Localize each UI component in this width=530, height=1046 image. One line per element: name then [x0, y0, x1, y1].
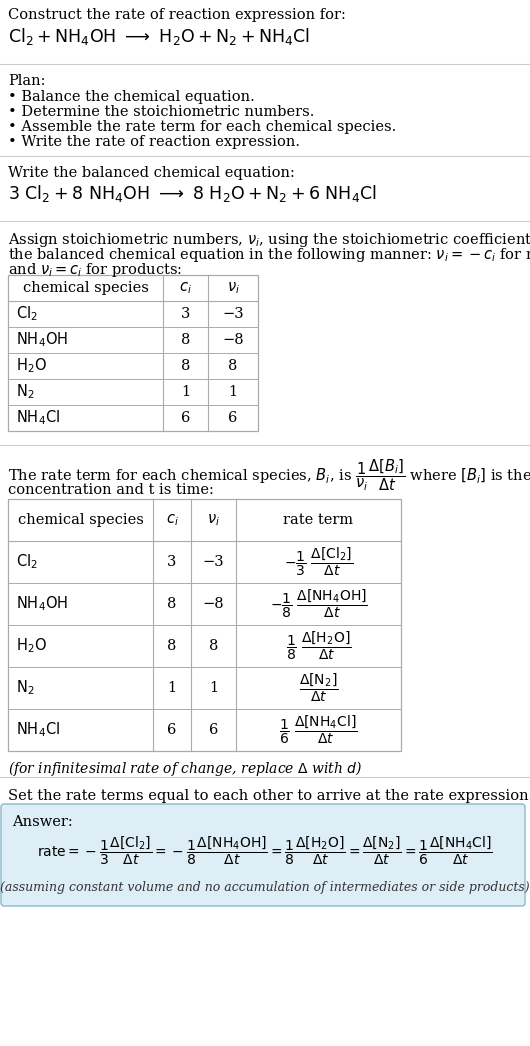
Text: 8: 8: [228, 359, 237, 373]
Text: $c_i$: $c_i$: [165, 513, 179, 528]
Text: Plan:: Plan:: [8, 74, 46, 88]
Text: 3: 3: [167, 555, 176, 569]
Text: $\mathrm{N_2}$: $\mathrm{N_2}$: [16, 679, 34, 698]
Text: $-\dfrac{1}{8}\ \dfrac{\Delta[\mathrm{NH_4OH}]}{\Delta t}$: $-\dfrac{1}{8}\ \dfrac{\Delta[\mathrm{NH…: [270, 588, 367, 620]
Text: rate term: rate term: [284, 513, 354, 527]
Text: concentration and t is time:: concentration and t is time:: [8, 483, 214, 497]
Text: (assuming constant volume and no accumulation of intermediates or side products): (assuming constant volume and no accumul…: [0, 881, 530, 893]
Text: −3: −3: [222, 306, 244, 321]
Text: chemical species: chemical species: [23, 281, 148, 295]
Text: 6: 6: [181, 411, 190, 425]
Text: 1: 1: [228, 385, 237, 399]
Text: the balanced chemical equation in the following manner: $\nu_i = -c_i$ for react: the balanced chemical equation in the fo…: [8, 246, 530, 264]
Text: $\dfrac{1}{6}\ \dfrac{\Delta[\mathrm{NH_4Cl}]}{\Delta t}$: $\dfrac{1}{6}\ \dfrac{\Delta[\mathrm{NH_…: [279, 713, 358, 746]
Text: −8: −8: [202, 597, 224, 611]
FancyBboxPatch shape: [1, 804, 525, 906]
Bar: [8, 499, 401, 751]
Text: $\mathrm{NH_4Cl}$: $\mathrm{NH_4Cl}$: [16, 409, 60, 428]
Text: $\mathrm{NH_4Cl}$: $\mathrm{NH_4Cl}$: [16, 721, 60, 740]
Text: $\mathrm{Cl_2 + NH_4OH\ \longrightarrow\ H_2O + N_2 + NH_4Cl}$: $\mathrm{Cl_2 + NH_4OH\ \longrightarrow\…: [8, 26, 310, 47]
Text: 6: 6: [228, 411, 237, 425]
Text: • Write the rate of reaction expression.: • Write the rate of reaction expression.: [8, 135, 300, 149]
Text: 8: 8: [181, 359, 190, 373]
Text: Write the balanced chemical equation:: Write the balanced chemical equation:: [8, 166, 295, 180]
Text: Assign stoichiometric numbers, $\nu_i$, using the stoichiometric coefficients, $: Assign stoichiometric numbers, $\nu_i$, …: [8, 231, 530, 249]
Text: • Assemble the rate term for each chemical species.: • Assemble the rate term for each chemic…: [8, 120, 396, 134]
Text: $\dfrac{1}{8}\ \dfrac{\Delta[\mathrm{H_2O}]}{\Delta t}$: $\dfrac{1}{8}\ \dfrac{\Delta[\mathrm{H_2…: [286, 630, 351, 662]
Text: The rate term for each chemical species, $B_i$, is $\dfrac{1}{\nu_i}\dfrac{\Delt: The rate term for each chemical species,…: [8, 457, 530, 493]
Text: −8: −8: [222, 333, 244, 347]
Text: $\nu_i$: $\nu_i$: [207, 513, 220, 528]
Text: $\mathrm{NH_4OH}$: $\mathrm{NH_4OH}$: [16, 331, 68, 349]
Text: Set the rate terms equal to each other to arrive at the rate expression:: Set the rate terms equal to each other t…: [8, 789, 530, 803]
Text: 1: 1: [167, 681, 176, 695]
Text: $\mathrm{H_2O}$: $\mathrm{H_2O}$: [16, 637, 47, 656]
Text: 1: 1: [181, 385, 190, 399]
Text: 8: 8: [181, 333, 190, 347]
Text: $c_i$: $c_i$: [179, 280, 192, 296]
Text: chemical species: chemical species: [17, 513, 144, 527]
Text: $\mathrm{Cl_2}$: $\mathrm{Cl_2}$: [16, 304, 38, 323]
Text: $\mathrm{Cl_2}$: $\mathrm{Cl_2}$: [16, 552, 38, 571]
Text: $\mathrm{3\ Cl_2 + 8\ NH_4OH\ \longrightarrow\ 8\ H_2O + N_2 + 6\ NH_4Cl}$: $\mathrm{3\ Cl_2 + 8\ NH_4OH\ \longright…: [8, 183, 377, 204]
Text: and $\nu_i = c_i$ for products:: and $\nu_i = c_i$ for products:: [8, 262, 182, 279]
Text: $\mathrm{NH_4OH}$: $\mathrm{NH_4OH}$: [16, 594, 68, 613]
Text: 8: 8: [209, 639, 218, 653]
Text: Construct the rate of reaction expression for:: Construct the rate of reaction expressio…: [8, 8, 346, 22]
Text: 6: 6: [167, 723, 176, 737]
Text: $\mathrm{rate} = -\dfrac{1}{3}\dfrac{\Delta[\mathrm{Cl_2}]}{\Delta t}= -\dfrac{1: $\mathrm{rate} = -\dfrac{1}{3}\dfrac{\De…: [37, 835, 493, 867]
Text: 3: 3: [181, 306, 190, 321]
Text: (for infinitesimal rate of change, replace $\Delta$ with $d$): (for infinitesimal rate of change, repla…: [8, 759, 363, 778]
Text: 8: 8: [167, 639, 176, 653]
Text: −3: −3: [202, 555, 224, 569]
Text: $\mathrm{H_2O}$: $\mathrm{H_2O}$: [16, 357, 47, 376]
Text: $\mathrm{N_2}$: $\mathrm{N_2}$: [16, 383, 34, 402]
Text: Answer:: Answer:: [12, 815, 73, 829]
Text: 6: 6: [209, 723, 218, 737]
Text: • Determine the stoichiometric numbers.: • Determine the stoichiometric numbers.: [8, 105, 314, 119]
Text: • Balance the chemical equation.: • Balance the chemical equation.: [8, 90, 255, 104]
Text: $\dfrac{\Delta[\mathrm{N_2}]}{\Delta t}$: $\dfrac{\Delta[\mathrm{N_2}]}{\Delta t}$: [299, 672, 338, 704]
Text: $\nu_i$: $\nu_i$: [226, 280, 240, 296]
Text: 8: 8: [167, 597, 176, 611]
Text: $-\dfrac{1}{3}\ \dfrac{\Delta[\mathrm{Cl_2}]}{\Delta t}$: $-\dfrac{1}{3}\ \dfrac{\Delta[\mathrm{Cl…: [284, 546, 353, 578]
Text: 1: 1: [209, 681, 218, 695]
Bar: [8, 275, 258, 431]
